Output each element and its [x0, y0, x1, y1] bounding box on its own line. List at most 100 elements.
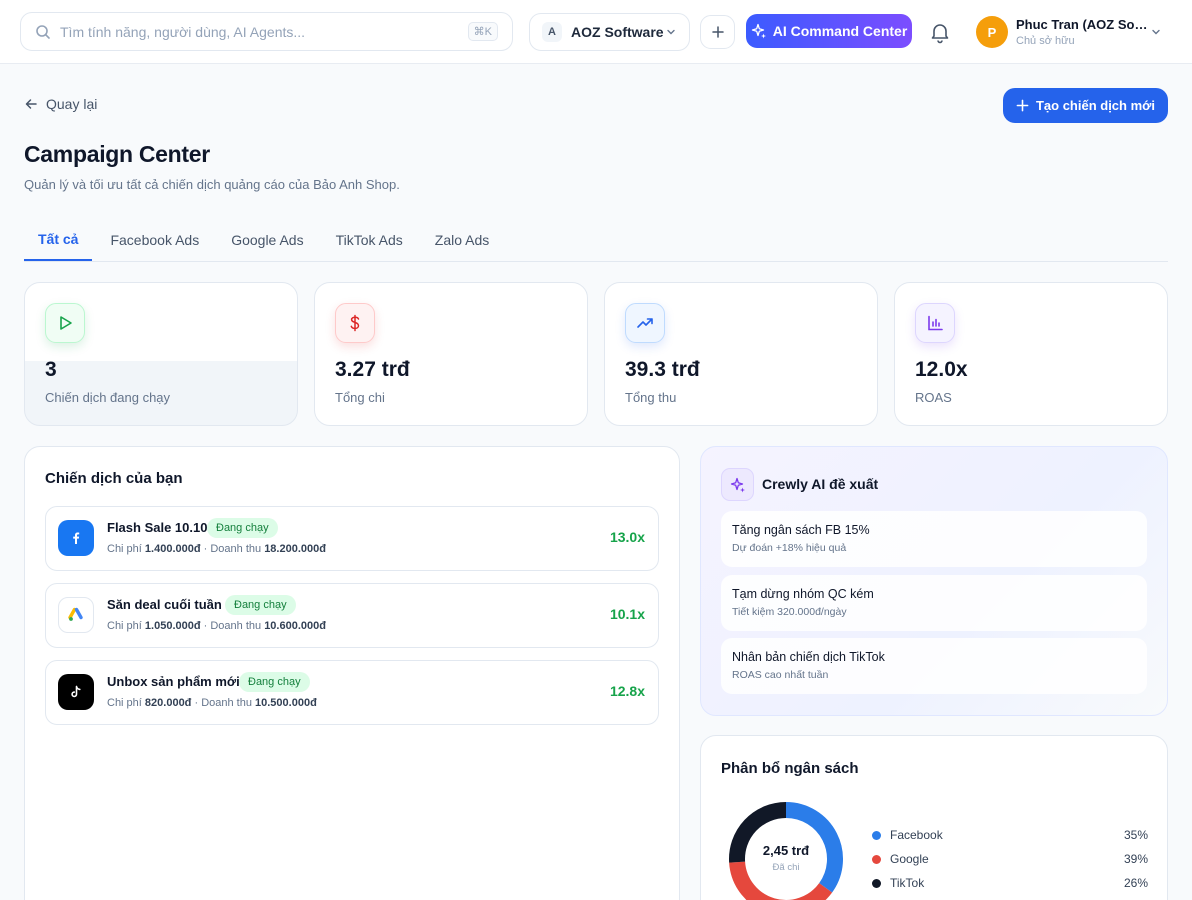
- quick-add-button[interactable]: [700, 15, 735, 49]
- suggestion-desc: Tiết kiệm 320.000đ/ngày: [732, 606, 847, 618]
- create-campaign-button[interactable]: Tạo chiến dịch mới: [1003, 88, 1168, 123]
- donut-segment-tiktok: [729, 802, 787, 863]
- stat-card-active-campaigns: 3 Chiến dịch đang chạy: [24, 282, 298, 426]
- status-badge: Đang chạy: [239, 672, 310, 692]
- tab-all[interactable]: Tất cả: [24, 218, 93, 261]
- campaign-metrics: Chi phí 1.050.000đ · Doanh thu 10.600.00…: [107, 620, 326, 632]
- campaign-metrics: Chi phí 1.400.000đ · Doanh thu 18.200.00…: [107, 543, 326, 555]
- search-placeholder: Tìm tính năng, người dùng, AI Agents...: [60, 23, 306, 40]
- stat-value: 3: [45, 358, 57, 381]
- donut-center-value: 2,45 trđ: [762, 843, 810, 858]
- campaign-cost: 1.050.000đ: [144, 620, 201, 632]
- campaign-roas: 13.0x: [609, 529, 645, 545]
- legend-percent: 26%: [1123, 876, 1148, 890]
- campaign-name: Unbox sản phẩm mới: [107, 674, 240, 689]
- chevron-down-icon: [1152, 29, 1160, 35]
- stat-label: Chiến dịch đang chạy: [45, 390, 171, 405]
- suggestion-desc: ROAS cao nhất tuần: [732, 669, 829, 681]
- org-switcher[interactable]: A AOZ Software: [529, 13, 690, 51]
- stat-card-roas: 12.0x ROAS: [894, 282, 1168, 426]
- back-link[interactable]: Quay lại: [24, 96, 97, 112]
- legend-name: Facebook: [890, 828, 943, 842]
- create-campaign-label: Tạo chiến dịch mới: [1035, 98, 1156, 113]
- tab-zalo-ads[interactable]: Zalo Ads: [434, 231, 490, 248]
- sparkles-icon: [751, 23, 766, 39]
- google-ads-logo-icon: [58, 597, 94, 633]
- campaign-cost: 1.400.000đ: [144, 543, 201, 555]
- plus-icon: [1016, 99, 1029, 112]
- arrow-left-icon: [25, 99, 37, 109]
- ai-suggestion-item[interactable]: Nhân bản chiến dịch TikTok ROAS cao nhất…: [721, 638, 1147, 694]
- page-subtitle: Quản lý và tối ưu tất cả chiến dịch quản…: [24, 177, 400, 192]
- campaign-row[interactable]: Unbox sản phẩm mới Đang chạy Chi phí 820…: [45, 660, 659, 725]
- budget-allocation-panel: Phân bổ ngân sách 2,45 trđ Đã chi Facebo…: [700, 735, 1168, 900]
- search-shortcut-badge: ⌘K: [467, 22, 498, 41]
- tab-google-ads[interactable]: Google Ads: [231, 231, 304, 248]
- campaign-cost: 820.000đ: [144, 697, 192, 709]
- stat-label: Tổng chi: [335, 390, 385, 405]
- legend-percent: 35%: [1123, 828, 1148, 842]
- ai-command-center-button[interactable]: AI Command Center: [746, 14, 912, 48]
- bar-chart-icon: [915, 303, 955, 343]
- campaign-row[interactable]: Săn deal cuối tuần Đang chạy Chi phí 1.0…: [45, 583, 659, 648]
- suggestion-title: Nhân bản chiến dịch TikTok: [732, 650, 885, 664]
- suggestion-title: Tạm dừng nhóm QC kém: [732, 587, 874, 601]
- facebook-logo-icon: [58, 520, 94, 556]
- donut-segment-facebook: [785, 802, 843, 893]
- legend-name: Google: [890, 852, 929, 866]
- campaign-revenue: 18.200.000đ: [264, 543, 326, 555]
- cost-label: Chi phí: [107, 697, 142, 709]
- page-title: Campaign Center: [24, 141, 210, 167]
- revenue-label: Doanh thu: [210, 620, 262, 632]
- ai-suggestion-item[interactable]: Tạm dừng nhóm QC kém Tiết kiệm 320.000đ/…: [721, 575, 1147, 631]
- donut-center: 2,45 trđ Đã chi: [728, 843, 844, 873]
- campaign-revenue: 10.500.000đ: [255, 697, 317, 709]
- legend-name: TikTok: [890, 876, 925, 890]
- ai-command-center-label: AI Command Center: [772, 23, 908, 39]
- revenue-label: Doanh thu: [210, 543, 262, 555]
- dollar-icon: [335, 303, 375, 343]
- campaigns-panel: Chiến dịch của bạn Flash Sale 10.10 Đang…: [24, 446, 680, 900]
- avatar: P: [976, 16, 1008, 48]
- top-bar: Tìm tính năng, người dùng, AI Agents... …: [0, 0, 1192, 64]
- stat-value: 39.3 trđ: [625, 358, 700, 381]
- stat-card-total-spend: 3.27 trđ Tổng chi: [314, 282, 588, 426]
- cost-label: Chi phí: [107, 620, 142, 632]
- search-icon: [36, 24, 50, 39]
- campaign-revenue: 10.600.000đ: [264, 620, 326, 632]
- chevron-down-icon: [667, 29, 675, 35]
- campaigns-title: Chiến dịch của bạn: [45, 470, 183, 487]
- tab-facebook-ads[interactable]: Facebook Ads: [110, 231, 200, 248]
- play-icon: [45, 303, 85, 343]
- sparkles-icon: [721, 468, 754, 501]
- campaign-metrics: Chi phí 820.000đ · Doanh thu 10.500.000đ: [107, 697, 317, 709]
- legend-dot: [872, 854, 881, 864]
- legend-item-google: Google 39%: [872, 851, 1148, 867]
- user-role: Chủ sở hữu: [1016, 35, 1075, 47]
- stat-label: Tổng thu: [625, 390, 677, 405]
- stat-value: 12.0x: [915, 358, 968, 381]
- user-name: Phuc Tran (AOZ Software): [1016, 17, 1150, 32]
- global-search-input[interactable]: Tìm tính năng, người dùng, AI Agents... …: [20, 12, 513, 51]
- ai-suggestions-panel: Crewly AI đề xuất Tăng ngân sách FB 15% …: [700, 446, 1168, 716]
- status-badge: Đang chạy: [225, 595, 296, 615]
- legend-dot: [872, 830, 881, 840]
- legend-percent: 39%: [1123, 852, 1148, 866]
- campaign-name: Săn deal cuối tuần: [107, 597, 222, 612]
- status-badge: Đang chạy: [207, 518, 278, 538]
- campaign-row[interactable]: Flash Sale 10.10 Đang chạy Chi phí 1.400…: [45, 506, 659, 571]
- donut-center-label: Đã chi: [772, 862, 800, 873]
- budget-donut-chart: [729, 802, 843, 900]
- cost-label: Chi phí: [107, 543, 142, 555]
- ai-suggestions-title: Crewly AI đề xuất: [762, 476, 879, 492]
- bell-icon[interactable]: [928, 20, 952, 44]
- legend-item-facebook: Facebook 35%: [872, 827, 1148, 843]
- trending-up-icon: [625, 303, 665, 343]
- tab-tiktok-ads[interactable]: TikTok Ads: [335, 231, 403, 248]
- stat-card-total-revenue: 39.3 trđ Tổng thu: [604, 282, 878, 426]
- campaign-roas: 10.1x: [609, 606, 645, 622]
- user-menu[interactable]: P Phuc Tran (AOZ Software) Chủ sở hữu: [976, 14, 1172, 50]
- suggestion-title: Tăng ngân sách FB 15%: [732, 523, 870, 537]
- platform-tabs: Tất cả Facebook Ads Google Ads TikTok Ad…: [24, 218, 1168, 262]
- ai-suggestion-item[interactable]: Tăng ngân sách FB 15% Dự đoán +18% hiệu …: [721, 511, 1147, 567]
